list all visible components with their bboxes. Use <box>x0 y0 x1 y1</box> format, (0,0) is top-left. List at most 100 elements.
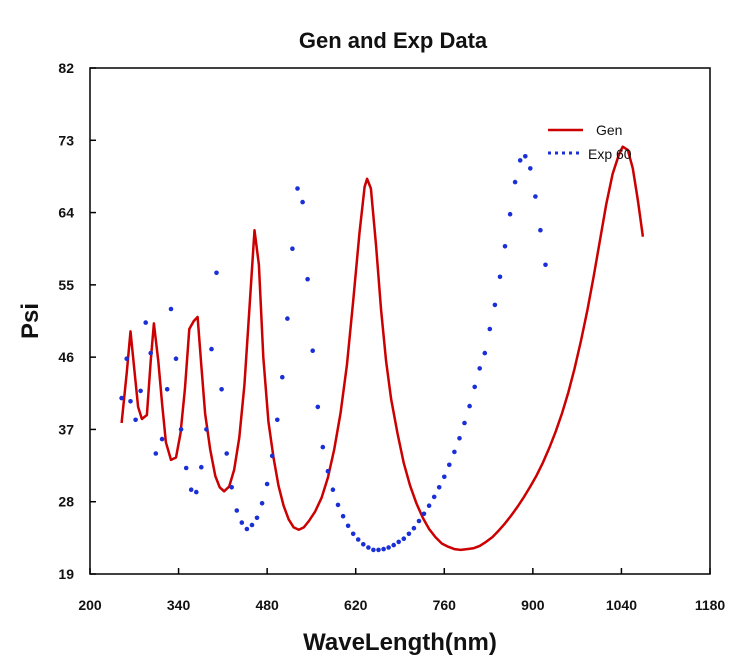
y-axis-label: Psi <box>17 303 44 339</box>
data-point-exp <box>285 316 290 321</box>
data-point-exp <box>290 246 295 251</box>
data-point-exp <box>371 547 376 553</box>
data-point-exp <box>249 522 255 528</box>
legend-exp-label: Exp 60 <box>588 146 632 162</box>
data-point-exp <box>295 186 300 191</box>
legend: Gen Exp 60 <box>548 122 632 162</box>
data-point-exp <box>512 179 518 185</box>
data-point-exp <box>183 465 189 471</box>
data-point-exp <box>431 494 437 500</box>
x-axis-label: WaveLength(nm) <box>303 629 497 656</box>
data-point-exp <box>517 158 523 163</box>
data-point-exp <box>310 348 316 354</box>
data-point-exp <box>133 417 138 423</box>
y-axis: 19 28 37 46 55 64 73 82 <box>58 60 96 582</box>
data-point-exp <box>523 154 528 159</box>
data-point-exp <box>467 403 472 409</box>
data-point-exp <box>497 274 503 280</box>
x-tick-label: 620 <box>344 597 368 613</box>
data-point-exp <box>381 546 386 552</box>
data-point-exp <box>421 511 427 517</box>
data-point-exp <box>188 487 194 493</box>
data-point-exp <box>239 520 245 525</box>
x-tick-label: 480 <box>255 597 279 613</box>
data-point-exp <box>138 388 143 394</box>
y-tick-label: 28 <box>58 494 74 510</box>
data-point-exp <box>315 404 321 410</box>
data-point-exp <box>502 244 508 249</box>
data-point-exp <box>330 487 336 493</box>
data-point-exp <box>320 444 326 450</box>
x-tick-label: 760 <box>433 597 457 613</box>
data-point-exp <box>119 395 124 401</box>
data-point-exp <box>128 399 133 404</box>
data-point-exp <box>229 485 234 490</box>
x-tick-label: 900 <box>521 597 545 613</box>
data-point-exp <box>426 503 432 509</box>
x-tick-label: 200 <box>78 597 102 613</box>
data-point-exp <box>209 346 214 352</box>
data-point-exp <box>533 194 538 199</box>
data-point-exp <box>507 211 513 217</box>
plot-area <box>89 67 711 575</box>
data-point-exp <box>477 366 483 371</box>
data-point-exp <box>340 513 346 519</box>
data-point-exp <box>280 374 285 380</box>
legend-gen-label: Gen <box>596 122 622 138</box>
data-point-exp <box>386 545 391 550</box>
chart-title: Gen and Exp Data <box>299 28 488 53</box>
data-point-exp <box>457 436 462 441</box>
data-point-exp <box>164 387 170 392</box>
data-point-exp <box>543 262 548 268</box>
data-point-exp <box>300 199 305 205</box>
data-point-exp <box>462 420 467 426</box>
data-point-exp <box>153 451 159 456</box>
data-point-exp <box>528 166 533 171</box>
y-tick-label: 19 <box>58 566 74 582</box>
data-point-exp <box>492 302 498 308</box>
y-tick-label: 37 <box>58 421 74 437</box>
data-point-exp <box>204 427 209 432</box>
data-point-exp <box>345 523 351 529</box>
data-point-exp <box>376 547 381 553</box>
data-point-exp <box>264 481 270 487</box>
data-point-exp <box>269 453 275 459</box>
data-point-exp <box>219 387 224 392</box>
x-tick-label: 340 <box>167 597 191 613</box>
data-point-exp <box>224 451 229 456</box>
data-point-exp <box>401 536 407 541</box>
data-point-exp <box>442 474 447 480</box>
data-point-exp <box>124 356 129 362</box>
data-point-exp <box>452 449 457 455</box>
data-point-exp <box>447 462 452 468</box>
data-point-exp <box>173 356 179 362</box>
data-point-exp <box>482 350 488 356</box>
data-point-exp <box>148 350 153 356</box>
data-point-exp <box>168 306 174 312</box>
data-point-exp <box>350 531 356 537</box>
y-tick-label: 73 <box>58 132 74 148</box>
x-axis: 200 340 480 620 760 900 1040 1180 <box>78 568 725 613</box>
data-point-exp <box>366 545 371 550</box>
y-tick-label: 46 <box>58 349 74 365</box>
data-point-exp <box>472 384 478 390</box>
data-point-exp <box>305 276 310 282</box>
data-point-exp <box>487 326 493 332</box>
data-point-exp <box>325 468 331 474</box>
y-tick-label: 55 <box>58 277 74 293</box>
y-tick-label: 82 <box>58 60 74 76</box>
data-point-exp <box>178 427 184 432</box>
series-line-gen <box>120 145 645 552</box>
series-layer <box>119 145 645 553</box>
data-point-exp <box>361 542 366 547</box>
data-point-exp <box>396 539 402 545</box>
data-point-exp <box>254 515 260 521</box>
data-point-exp <box>416 518 422 524</box>
data-point-exp <box>355 537 361 542</box>
data-point-exp <box>335 502 341 508</box>
data-point-exp <box>214 270 219 276</box>
x-tick-label: 1180 <box>695 597 726 613</box>
x-tick-label: 1040 <box>606 597 637 613</box>
data-point-exp <box>406 531 412 537</box>
